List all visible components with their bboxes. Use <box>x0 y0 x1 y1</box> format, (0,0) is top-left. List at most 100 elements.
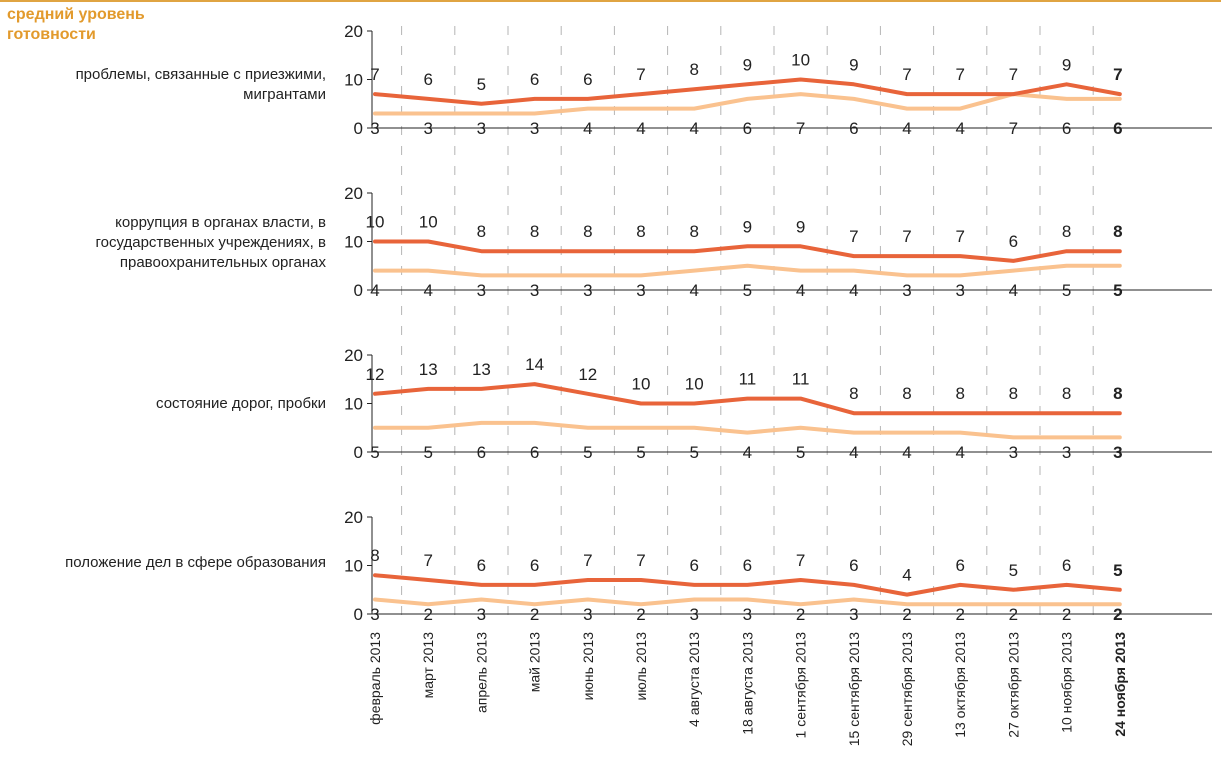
y-tick-label: 20 <box>344 184 363 203</box>
data-label-light: 3 <box>1113 443 1122 462</box>
data-label-light: 2 <box>955 605 964 624</box>
panel-label: состояние дорог, пробки <box>156 395 326 412</box>
x-tick-label: июль 2013 <box>633 632 649 701</box>
data-label-light: 3 <box>636 281 645 300</box>
panel-label-line: правоохранительных органах <box>120 254 327 271</box>
y-tick-label: 0 <box>354 443 363 462</box>
data-label-light: 5 <box>423 443 432 462</box>
x-tick-label: июнь 2013 <box>580 632 596 701</box>
y-tick-label: 20 <box>344 508 363 527</box>
data-label-light: 6 <box>530 443 539 462</box>
data-label-light: 2 <box>1009 605 1018 624</box>
panel-label-line: положение дел в сфере образования <box>65 554 326 571</box>
data-label-dark: 10 <box>685 375 704 394</box>
data-label-dark: 7 <box>1009 65 1018 84</box>
data-label-dark: 7 <box>636 65 645 84</box>
data-label-light: 7 <box>1009 119 1018 138</box>
data-label-light: 4 <box>583 119 592 138</box>
data-label-dark: 6 <box>477 556 486 575</box>
y-tick-label: 20 <box>344 346 363 365</box>
data-label-dark: 8 <box>1062 222 1071 241</box>
data-label-dark: 10 <box>366 213 385 232</box>
chart-header: средний уровень готовности <box>7 6 145 43</box>
series-line-light <box>373 92 1122 116</box>
x-tick-label: 4 августа 2013 <box>686 632 702 727</box>
data-label-dark: 9 <box>743 217 752 236</box>
data-label-dark: 13 <box>472 360 491 379</box>
data-label-dark: 8 <box>636 222 645 241</box>
series-line-light <box>373 597 1122 607</box>
data-label-light: 2 <box>902 605 911 624</box>
data-label-light: 4 <box>955 443 964 462</box>
y-tick-label: 10 <box>344 71 363 90</box>
data-label-dark: 8 <box>849 384 858 403</box>
data-label-light: 2 <box>530 605 539 624</box>
data-label-light: 5 <box>1113 281 1122 300</box>
data-label-light: 4 <box>849 281 858 300</box>
data-label-dark: 4 <box>902 566 911 585</box>
panel-label-line: проблемы, связанные с приезжими, <box>76 66 326 83</box>
data-label-dark: 6 <box>743 556 752 575</box>
data-label-dark: 7 <box>583 551 592 570</box>
series-line-light <box>373 420 1122 440</box>
data-label-dark: 10 <box>791 51 810 70</box>
data-label-dark: 7 <box>955 227 964 246</box>
panel-label-line: состояние дорог, пробки <box>156 395 326 412</box>
data-label-light: 3 <box>1009 443 1018 462</box>
data-label-light: 5 <box>370 443 379 462</box>
chart-panel: коррупция в органах власти, в государстве… <box>95 184 1212 300</box>
y-tick-label: 0 <box>354 281 363 300</box>
data-label-dark: 5 <box>1009 561 1018 580</box>
data-label-light: 4 <box>849 443 858 462</box>
data-label-light: 4 <box>796 281 805 300</box>
data-label-dark: 8 <box>370 546 379 565</box>
y-tick-label: 10 <box>344 233 363 252</box>
data-label-dark: 8 <box>1113 384 1122 403</box>
y-tick-label: 0 <box>354 605 363 624</box>
series-line-dark <box>373 382 1122 416</box>
data-label-dark: 12 <box>366 365 385 384</box>
data-label-light: 4 <box>902 119 911 138</box>
data-label-dark: 7 <box>370 65 379 84</box>
data-label-dark: 6 <box>1009 232 1018 251</box>
data-label-light: 5 <box>689 443 698 462</box>
data-label-dark: 5 <box>477 75 486 94</box>
data-label-dark: 9 <box>796 217 805 236</box>
x-tick-label: февраль 2013 <box>367 632 383 725</box>
data-label-light: 6 <box>1062 119 1071 138</box>
data-label-light: 4 <box>370 281 379 300</box>
x-tick-label: 24 ноября 2013 <box>1112 632 1128 737</box>
panel-label: положение дел в сфере образования <box>65 554 326 571</box>
data-label-light: 5 <box>796 443 805 462</box>
series-line-light <box>373 263 1122 278</box>
data-label-dark: 6 <box>689 556 698 575</box>
data-label-light: 4 <box>902 443 911 462</box>
data-label-light: 3 <box>1062 443 1071 462</box>
series-line-dark <box>373 77 1122 106</box>
x-tick-label: 18 августа 2013 <box>739 632 755 735</box>
data-label-dark: 12 <box>578 365 597 384</box>
data-label-light: 5 <box>1062 281 1071 300</box>
x-tick-label: март 2013 <box>420 632 436 699</box>
top-rule <box>0 0 1221 2</box>
data-label-light: 2 <box>796 605 805 624</box>
data-label-dark: 11 <box>739 370 757 389</box>
data-label-dark: 6 <box>955 556 964 575</box>
data-label-dark: 8 <box>1113 222 1122 241</box>
data-label-dark: 7 <box>902 227 911 246</box>
data-label-light: 6 <box>743 119 752 138</box>
data-label-dark: 8 <box>1009 384 1018 403</box>
data-label-light: 3 <box>583 605 592 624</box>
data-label-dark: 9 <box>743 55 752 74</box>
chart-panel: положение дел в сфере образования 0 10 20 8 7… <box>65 508 1212 624</box>
data-label-light: 3 <box>955 281 964 300</box>
data-label-dark: 8 <box>583 222 592 241</box>
data-label-dark: 8 <box>955 384 964 403</box>
data-label-dark: 6 <box>1062 556 1071 575</box>
data-label-dark: 6 <box>530 70 539 89</box>
data-label-dark: 8 <box>477 222 486 241</box>
data-label-dark: 6 <box>849 556 858 575</box>
data-label-light: 2 <box>423 605 432 624</box>
